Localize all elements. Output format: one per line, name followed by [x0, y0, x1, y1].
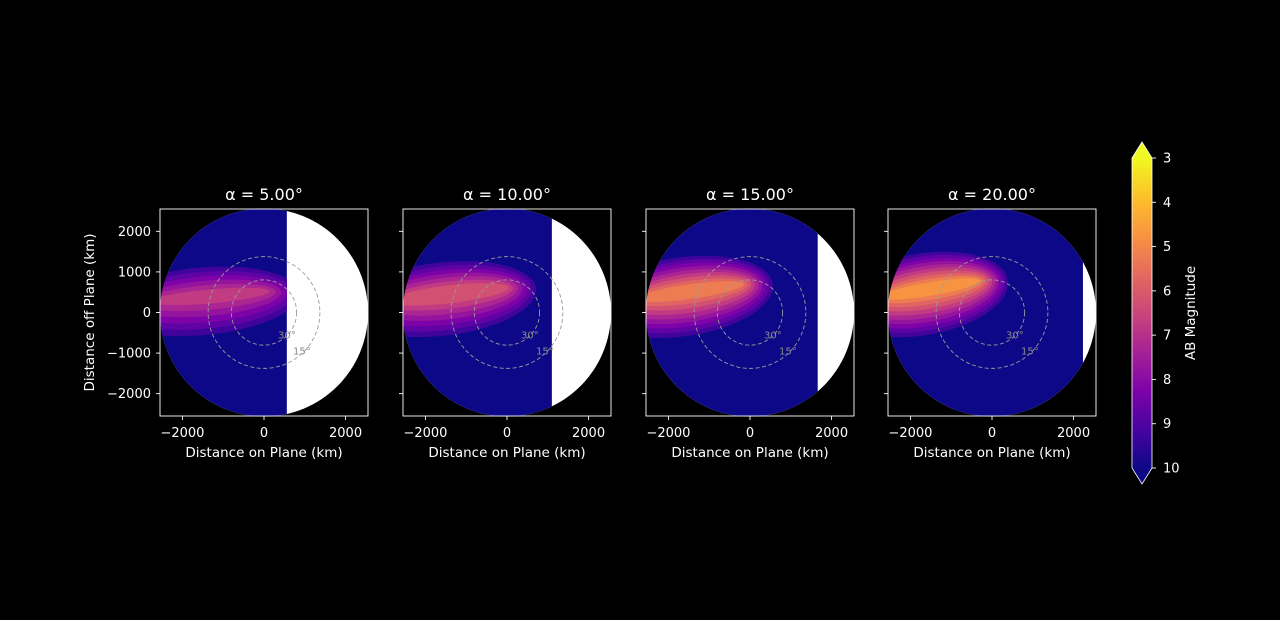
x-tick-label: −2000	[888, 426, 932, 441]
colorbar-gradient	[1132, 158, 1152, 468]
ring-label-15: 15°	[1021, 347, 1039, 358]
colorbar-tick-label: 5	[1163, 240, 1171, 255]
night-region	[403, 209, 552, 416]
panel-title: α = 5.00°	[225, 185, 303, 204]
elevation-ring-30°	[716, 279, 784, 346]
elevation-ring-15°	[207, 256, 321, 369]
x-tick-label: 0	[988, 426, 996, 441]
elevation-ring-15°	[693, 256, 807, 369]
y-tick-label: 2000	[118, 225, 151, 240]
panels-group: 30° 15° −2000 0 2000 2000 1000 0 −1000 −2000 α = 5…	[82, 185, 1097, 461]
y-tick-label: 0	[143, 306, 151, 321]
night-region	[888, 209, 1083, 416]
colorbar-tick-label: 4	[1163, 196, 1171, 211]
colorbar-ticks: 3 4 5 6 7 8 9 10	[1152, 152, 1180, 477]
x-tick-label: 0	[746, 426, 754, 441]
panel-title: α = 20.00°	[948, 185, 1036, 204]
x-tick-label: 0	[503, 426, 511, 441]
y-tick-label: −1000	[107, 347, 151, 362]
x-tick-label: −2000	[646, 426, 690, 441]
colorbar-tick-label: 9	[1163, 417, 1171, 432]
panel-title: α = 15.00°	[706, 185, 794, 204]
night-region	[646, 209, 818, 416]
colorbar-extend-bottom	[1132, 468, 1152, 484]
panel-2: 30° 15° −2000 0 2000 α = 10.00° Distance on Pl…	[399, 185, 612, 461]
ring-label-15: 15°	[293, 347, 311, 358]
ring-label-30: 30°	[278, 331, 296, 342]
x-axis-label: Distance on Plane (km)	[913, 445, 1070, 461]
y-tick-label: 1000	[118, 265, 151, 280]
contour-band-5.5	[646, 281, 744, 302]
contour-band-5	[888, 278, 980, 300]
panel-4: 30° 15° −2000 0 2000 α = 20.00° Distance on Pl…	[884, 185, 1097, 461]
colorbar-extend-top	[1132, 142, 1152, 158]
x-tick-label: 2000	[815, 426, 848, 441]
elevation-ring-15°	[450, 256, 564, 369]
colorbar-tick-label: 3	[1163, 152, 1171, 167]
contour-band-6.5	[403, 283, 509, 306]
panel-1: 30° 15° −2000 0 2000 2000 1000 0 −1000 −2000 α = 5…	[82, 185, 369, 461]
colorbar: 3 4 5 6 7 8 9 10 AB Magnitude	[1131, 141, 1199, 485]
panel-title: α = 10.00°	[463, 185, 551, 204]
colorbar-tick-label: 10	[1163, 462, 1180, 477]
ring-label-30: 30°	[521, 331, 539, 342]
colorbar-label: AB Magnitude	[1183, 266, 1199, 360]
x-tick-label: 2000	[572, 426, 605, 441]
colorbar-tick-label: 8	[1163, 373, 1171, 388]
x-axis-label: Distance on Plane (km)	[671, 445, 828, 461]
ring-label-15: 15°	[536, 347, 554, 358]
x-tick-label: 2000	[329, 426, 362, 441]
y-tick-label: −2000	[107, 387, 151, 402]
night-region	[160, 209, 287, 416]
y-axis-label: Distance off Plane (km)	[82, 234, 98, 392]
elevation-ring-30°	[958, 279, 1026, 346]
x-tick-label: −2000	[160, 426, 204, 441]
x-tick-label: 2000	[1057, 426, 1090, 441]
contour-band-7	[160, 287, 270, 306]
x-tick-label: 0	[260, 426, 268, 441]
colorbar-outline	[1131, 141, 1153, 485]
ring-label-30: 30°	[1006, 331, 1024, 342]
elevation-ring-15°	[935, 256, 1049, 369]
colorbar-tick-label: 7	[1163, 329, 1171, 344]
colorbar-tick-label: 6	[1163, 284, 1171, 299]
panel-3: 30° 15° −2000 0 2000 α = 15.00° Distance on Pl…	[642, 185, 855, 461]
x-axis-label: Distance on Plane (km)	[428, 445, 585, 461]
x-axis-label: Distance on Plane (km)	[185, 445, 342, 461]
elevation-ring-30°	[473, 279, 541, 346]
ring-label-30: 30°	[764, 331, 782, 342]
elevation-ring-30°	[230, 279, 298, 346]
x-tick-label: −2000	[403, 426, 447, 441]
ring-label-15: 15°	[779, 347, 797, 358]
